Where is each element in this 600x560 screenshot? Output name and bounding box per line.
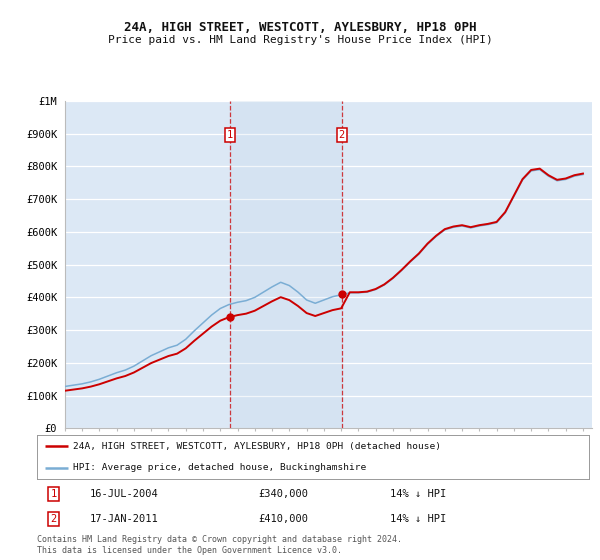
Text: 24A, HIGH STREET, WESTCOTT, AYLESBURY, HP18 0PH: 24A, HIGH STREET, WESTCOTT, AYLESBURY, H… (124, 21, 476, 34)
Text: Price paid vs. HM Land Registry's House Price Index (HPI): Price paid vs. HM Land Registry's House … (107, 35, 493, 45)
Text: 2: 2 (339, 130, 345, 140)
Text: 14% ↓ HPI: 14% ↓ HPI (391, 514, 447, 524)
Text: 2: 2 (50, 514, 57, 524)
Bar (230, 101, 342, 428)
Text: Contains HM Land Registry data © Crown copyright and database right 2024.
This d: Contains HM Land Registry data © Crown c… (37, 535, 402, 555)
Text: £340,000: £340,000 (258, 489, 308, 499)
Text: 1: 1 (226, 130, 233, 140)
Text: 17-JAN-2011: 17-JAN-2011 (89, 514, 158, 524)
Text: HPI: Average price, detached house, Buckinghamshire: HPI: Average price, detached house, Buck… (73, 463, 367, 473)
Text: 16-JUL-2004: 16-JUL-2004 (89, 489, 158, 499)
Text: £410,000: £410,000 (258, 514, 308, 524)
Text: 14% ↓ HPI: 14% ↓ HPI (391, 489, 447, 499)
Text: 1: 1 (50, 489, 57, 499)
Text: 24A, HIGH STREET, WESTCOTT, AYLESBURY, HP18 0PH (detached house): 24A, HIGH STREET, WESTCOTT, AYLESBURY, H… (73, 441, 441, 451)
